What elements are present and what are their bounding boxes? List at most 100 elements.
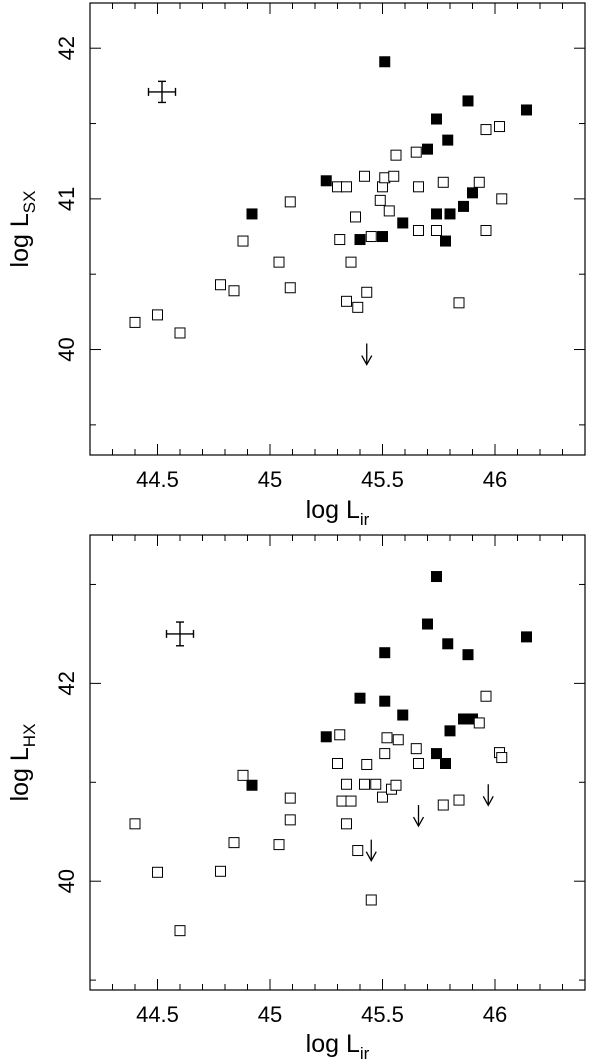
open-square-point — [334, 234, 346, 246]
open-square-point — [365, 894, 377, 906]
x-tick-label: 46 — [483, 1002, 507, 1027]
open-square-point — [152, 866, 163, 878]
filled-square-point — [397, 709, 409, 721]
open-square-point — [377, 791, 388, 803]
open-square-point — [410, 743, 422, 755]
open-square-point — [215, 279, 226, 291]
open-square-point — [390, 779, 402, 791]
open-square-point — [390, 149, 402, 161]
filled-square-point — [379, 695, 391, 707]
open-square-point — [377, 181, 388, 193]
open-square-point — [341, 181, 352, 193]
open-square-point — [334, 729, 346, 741]
open-square-point — [273, 839, 285, 851]
open-square-point — [237, 235, 249, 247]
filled-square-point — [442, 134, 454, 146]
filled-square-point — [431, 571, 442, 583]
filled-square-point — [379, 56, 391, 68]
open-square-point — [341, 818, 352, 830]
filled-square-point — [354, 692, 366, 704]
open-square-point — [473, 176, 485, 188]
open-square-point — [480, 690, 492, 702]
filled-square-point — [246, 208, 258, 220]
open-square-point — [129, 818, 141, 830]
open-square-point — [237, 769, 249, 781]
filled-square-point — [431, 208, 442, 220]
x-tick-label: 45.5 — [361, 1002, 404, 1027]
open-square-point — [215, 865, 226, 877]
filled-square-point — [422, 143, 433, 155]
y-axis-label: log LHX — [6, 724, 39, 802]
filled-square-point — [246, 779, 258, 791]
filled-square-point — [320, 731, 332, 743]
filled-square-point — [462, 649, 474, 661]
y-tick-label: 40 — [54, 337, 79, 361]
open-square-point — [174, 925, 186, 937]
open-square-point — [228, 285, 240, 297]
open-square-point — [410, 146, 422, 158]
filled-square-point — [458, 200, 469, 212]
open-square-point — [379, 748, 391, 760]
y-tick-label: 41 — [54, 187, 79, 211]
open-square-point — [284, 814, 296, 826]
filled-square-point — [467, 187, 478, 199]
open-square-point — [361, 286, 373, 298]
y-tick-label: 40 — [54, 869, 79, 893]
open-square-point — [359, 778, 370, 790]
error-bar — [165, 621, 195, 647]
x-tick-label: 46 — [483, 467, 507, 492]
open-square-point — [392, 734, 404, 746]
open-square-point — [437, 176, 449, 188]
open-square-point — [413, 757, 424, 769]
filled-square-point — [320, 175, 332, 187]
open-square-point — [413, 225, 424, 237]
open-square-point — [383, 205, 395, 217]
x-tick-label: 44.5 — [136, 467, 179, 492]
open-square-point — [388, 170, 400, 182]
filled-square-point — [442, 638, 454, 650]
upper-limit-arrow — [365, 839, 377, 862]
open-square-point — [370, 778, 382, 790]
filled-square-point — [462, 95, 474, 107]
upper-limit-arrow — [412, 805, 425, 828]
open-square-point — [359, 170, 370, 182]
open-square-point — [332, 757, 343, 769]
filled-square-point — [521, 631, 532, 643]
open-square-point — [453, 794, 465, 806]
x-tick-label: 45.5 — [361, 467, 404, 492]
filled-square-point — [431, 113, 442, 125]
upper-limit-arrow — [482, 784, 494, 807]
open-square-point — [284, 282, 296, 294]
open-square-point — [480, 225, 492, 237]
open-square-point — [365, 231, 377, 243]
open-square-point — [480, 124, 492, 136]
open-square-point — [174, 327, 186, 339]
upper-limit-arrow — [361, 343, 373, 366]
filled-square-point — [354, 234, 366, 246]
filled-square-point — [379, 647, 391, 659]
x-tick-label: 45 — [258, 467, 282, 492]
filled-square-point — [422, 618, 433, 630]
soft-xray-panel: 44.5 45 45.5 46 40 41 42 log Lir log LSX — [6, 2, 586, 529]
open-square-point — [341, 295, 352, 307]
open-square-point — [437, 799, 449, 811]
filled-square-point — [431, 748, 442, 760]
plot-frame — [89, 2, 586, 456]
open-square-point — [496, 752, 508, 764]
y-axis-label: log LSX — [6, 191, 39, 268]
open-square-point — [496, 193, 508, 205]
open-square-point — [341, 778, 352, 790]
open-square-point — [345, 256, 357, 268]
x-tick-label: 44.5 — [136, 1002, 179, 1027]
filled-square-point — [440, 235, 451, 247]
filled-square-point — [440, 757, 451, 769]
hard-xray-panel: 44.5 45 45.5 46 40 42 log Lir log LHX — [6, 534, 586, 1062]
y-tick-label: 42 — [54, 671, 79, 695]
open-square-point — [228, 837, 240, 849]
open-square-point — [350, 211, 361, 223]
filled-square-point — [377, 231, 388, 243]
open-square-point — [284, 196, 296, 208]
open-square-point — [473, 717, 485, 729]
open-square-point — [273, 256, 285, 268]
open-square-point — [352, 845, 364, 857]
